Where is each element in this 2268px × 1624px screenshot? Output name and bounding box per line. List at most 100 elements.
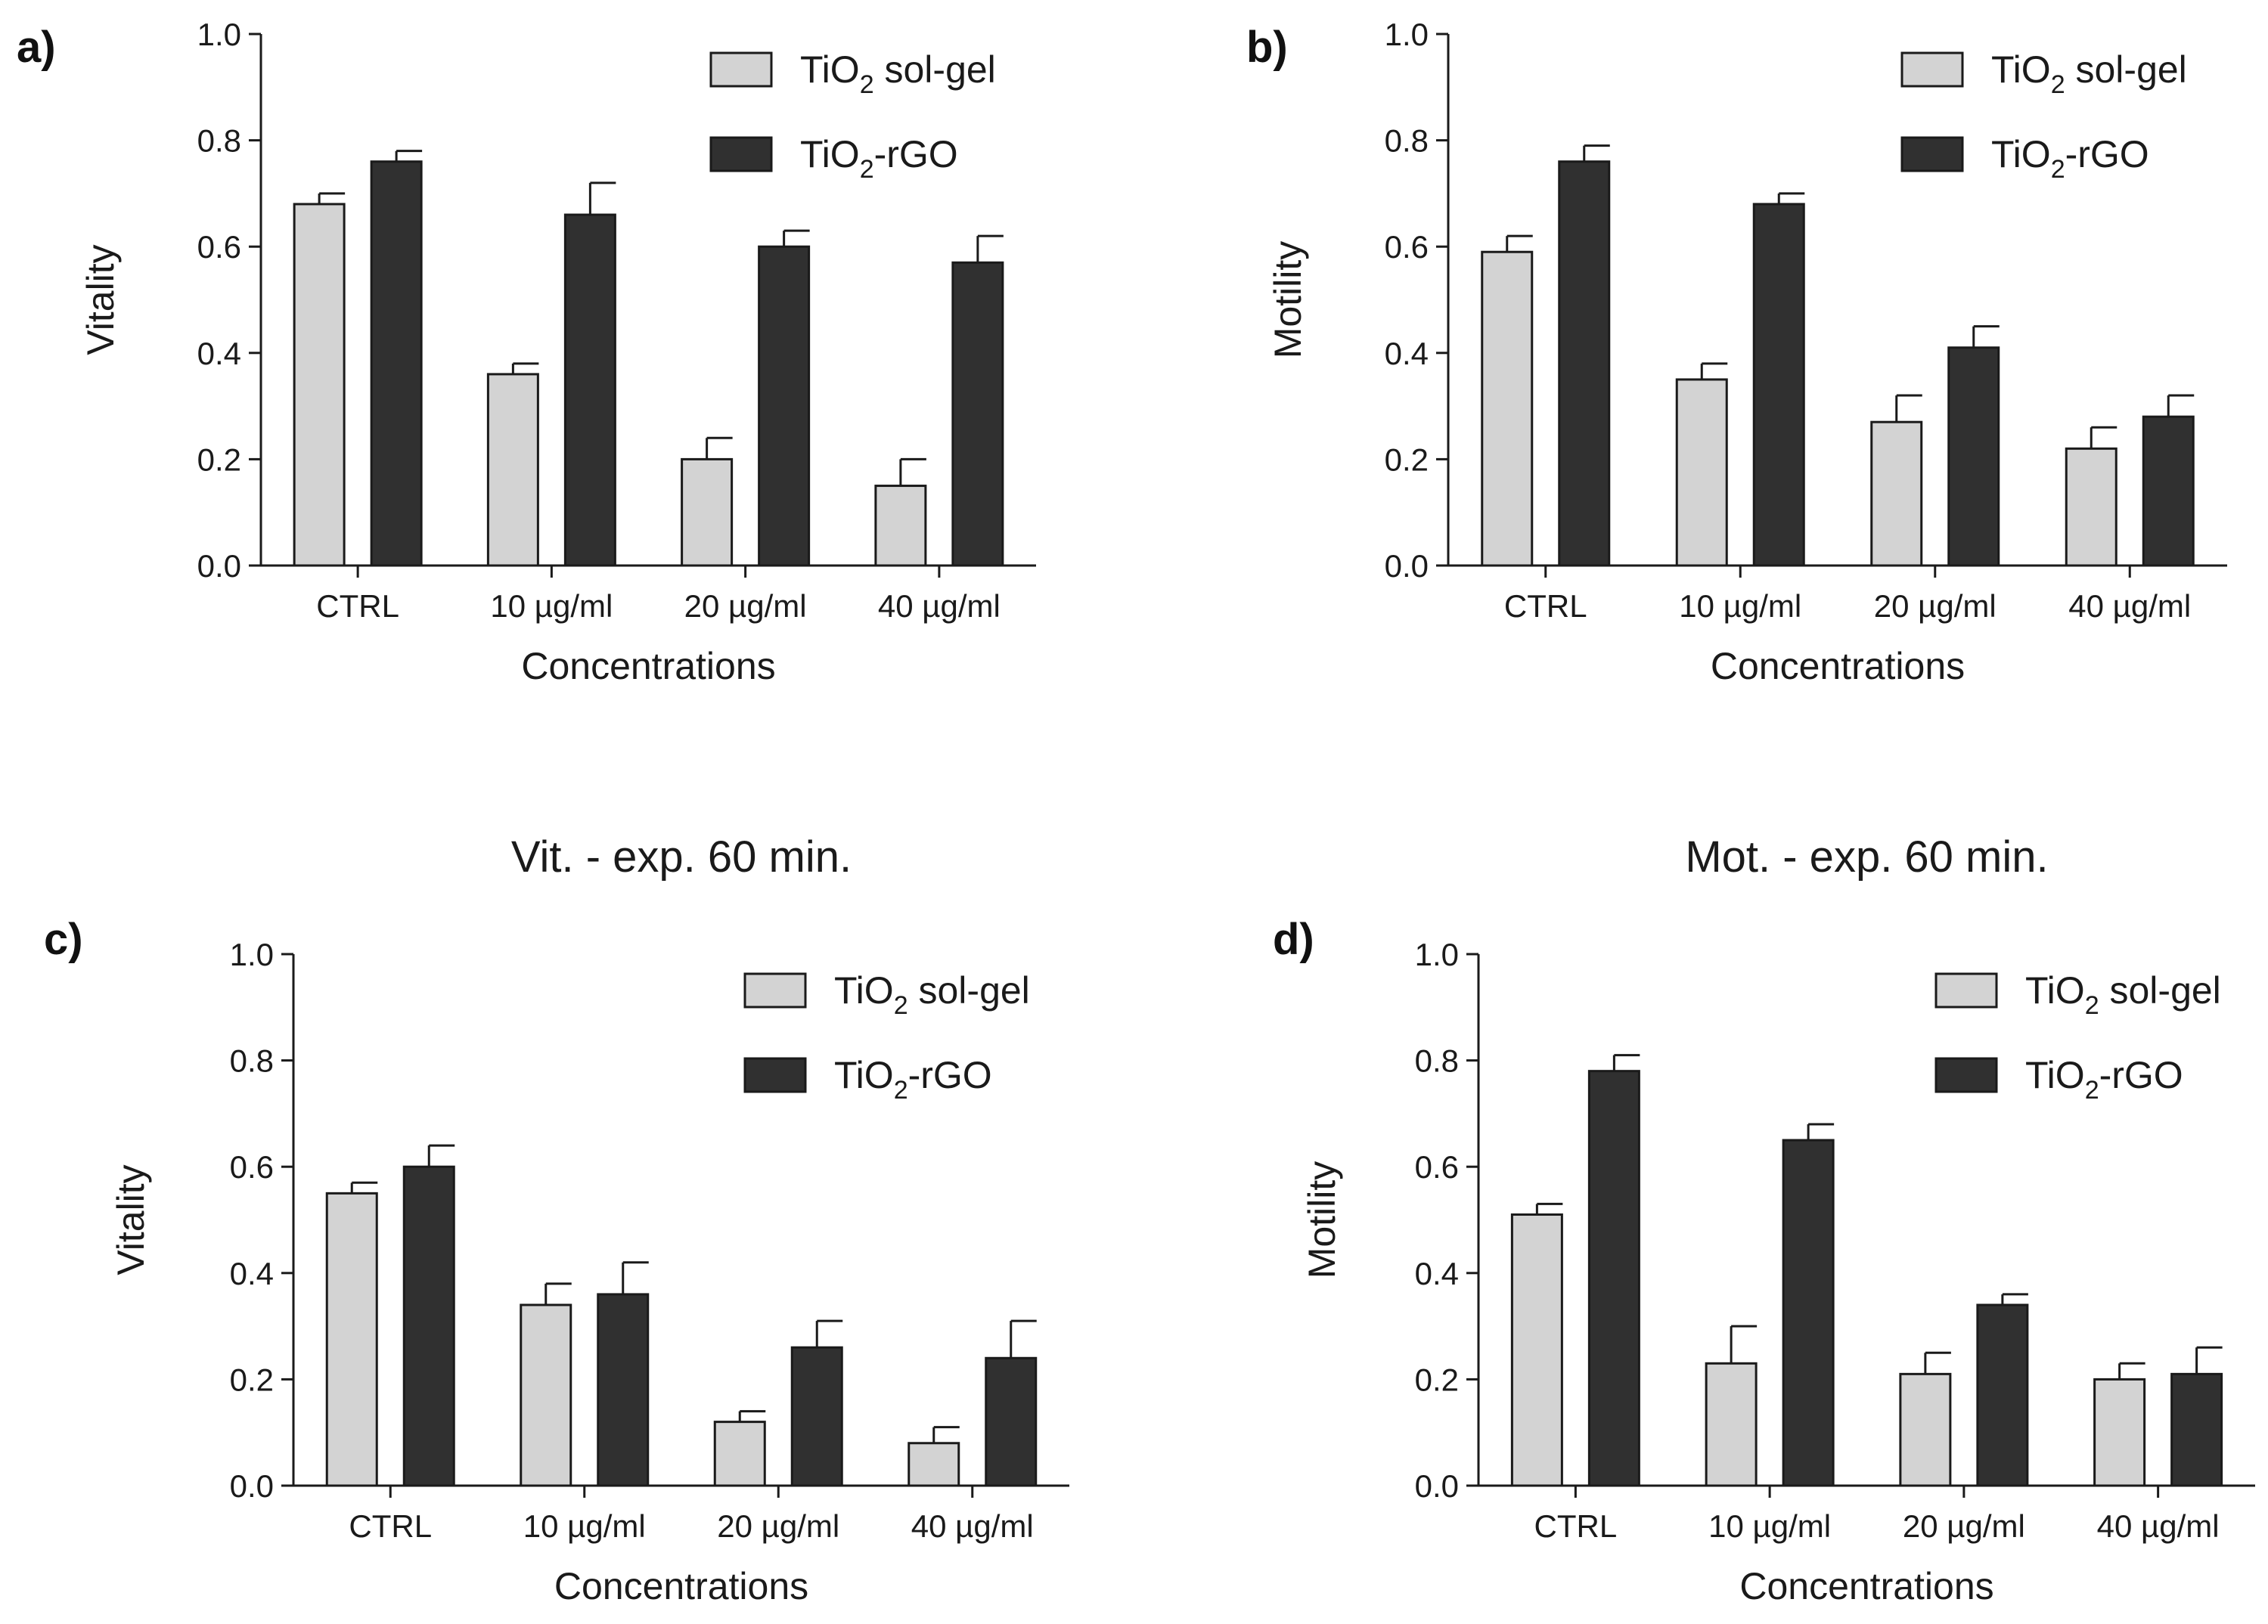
x-tick-label: 40 µg/ml xyxy=(2068,588,2191,624)
y-tick-label: 0.4 xyxy=(1415,1256,1459,1291)
chart-panel-3: c) Vit. - exp. 60 min. 0.0 0.2 0.4 0.6 0.8 1.0 V… xyxy=(44,832,1069,1607)
x-tick-label: CTRL xyxy=(1504,588,1587,624)
chart-panel-1: a) 0.0 0.2 0.4 0.6 0.8 1.0 Vitality CTRL 10 µg/ml… xyxy=(17,17,1036,687)
bar-tio2-rgo xyxy=(1782,1139,1835,1487)
bar-tio2-sol-gel xyxy=(681,457,734,567)
bar-tio2-rgo xyxy=(985,1356,1038,1487)
y-tick-label: 0.0 xyxy=(1385,548,1429,584)
panel-letter: d) xyxy=(1273,915,1314,964)
y-tick-label: 0.0 xyxy=(1415,1468,1459,1504)
bar-tio2-rgo xyxy=(758,245,811,567)
x-tick-label: 40 µg/ml xyxy=(878,588,1001,624)
x-tick-label: 40 µg/ml xyxy=(2097,1508,2220,1544)
bar-tio2-rgo xyxy=(1587,1070,1640,1487)
chart-panel-2: b) 0.0 0.2 0.4 0.6 0.8 1.0 Motility CTRL 10 µg/ml… xyxy=(1246,17,2227,687)
bar-tio2-sol-gel xyxy=(293,203,346,567)
bar-tio2-rgo xyxy=(1976,1303,2029,1487)
legend-label-tio2-rgo: TiO2-rGO xyxy=(834,1054,992,1105)
y-tick-label: 0.4 xyxy=(1385,336,1429,371)
legend-label-tio2-sol-gel: TiO2 sol-gel xyxy=(1991,48,2187,99)
x-tick-label: 20 µg/ml xyxy=(1874,588,1997,624)
y-tick-label: 0.8 xyxy=(1385,123,1429,159)
panel-letter: b) xyxy=(1246,23,1288,72)
legend-swatch-tio2-rgo xyxy=(709,136,773,172)
bar-tio2-rgo xyxy=(2142,415,2195,567)
bar-tio2-sol-gel xyxy=(713,1421,766,1487)
y-tick-label: 0.4 xyxy=(197,336,241,371)
y-axis-label: Vitality xyxy=(110,1164,152,1275)
y-tick-label: 0.8 xyxy=(197,123,241,159)
y-tick-label: 0.2 xyxy=(197,442,241,477)
y-tick-label: 0.6 xyxy=(1385,229,1429,265)
panel-letter: c) xyxy=(44,915,83,964)
y-tick-label: 0.6 xyxy=(230,1149,274,1185)
legend-label-tio2-rgo: TiO2-rGO xyxy=(2025,1054,2183,1105)
x-tick-label: 10 µg/ml xyxy=(490,588,613,624)
x-tick-label: 10 µg/ml xyxy=(1679,588,1801,624)
chart-panel-4: d) Mot. - exp. 60 min. 0.0 0.2 0.4 0.6 0.8 1.0 M… xyxy=(1273,832,2255,1607)
y-axis-label: Motility xyxy=(1301,1161,1343,1279)
x-axis-label: Concentrations xyxy=(1739,1565,1993,1607)
x-tick-label: CTRL xyxy=(316,588,399,624)
bar-tio2-sol-gel xyxy=(1510,1213,1563,1487)
x-tick-label: 40 µg/ml xyxy=(911,1508,1034,1544)
bar-tio2-rgo xyxy=(370,160,423,567)
y-tick-label: 0.8 xyxy=(230,1043,274,1079)
x-axis-label: Concentrations xyxy=(554,1565,808,1607)
x-axis-label: Concentrations xyxy=(1711,645,1965,687)
y-tick-label: 0.6 xyxy=(197,229,241,265)
bar-tio2-sol-gel xyxy=(1481,250,1534,567)
legend-swatch-tio2-rgo xyxy=(1934,1057,1998,1093)
legend: TiO2 sol-gel TiO2-rGO xyxy=(709,48,996,184)
bar-tio2-sol-gel xyxy=(1899,1372,1952,1487)
legend-label-tio2-rgo: TiO2-rGO xyxy=(800,133,958,184)
y-axis-label: Vitality xyxy=(79,244,122,355)
bar-tio2-sol-gel xyxy=(2065,447,2118,567)
bar-tio2-rgo xyxy=(951,261,1004,567)
x-tick-label: 10 µg/ml xyxy=(523,1508,646,1544)
legend: TiO2 sol-gel TiO2-rGO xyxy=(743,969,1030,1105)
legend-swatch-tio2-sol-gel xyxy=(1900,51,1964,88)
bar-tio2-sol-gel xyxy=(1870,420,1923,567)
bar-tio2-sol-gel xyxy=(486,373,539,567)
y-tick-label: 1.0 xyxy=(230,937,274,972)
x-tick-label: 20 µg/ml xyxy=(1903,1508,2025,1544)
bar-tio2-sol-gel xyxy=(874,485,927,567)
bar-tio2-sol-gel xyxy=(1675,378,1728,567)
legend-label-tio2-sol-gel: TiO2 sol-gel xyxy=(2025,969,2221,1020)
bar-tio2-rgo xyxy=(790,1346,843,1487)
x-axis-label: Concentrations xyxy=(521,645,775,687)
bar-tio2-rgo xyxy=(2170,1372,2223,1487)
bar-tio2-rgo xyxy=(1947,346,2000,567)
y-axis-label: Motility xyxy=(1267,241,1309,359)
y-tick-label: 0.2 xyxy=(1385,442,1429,477)
y-tick-label: 1.0 xyxy=(1385,17,1429,52)
bar-tio2-rgo xyxy=(597,1293,650,1487)
bar-tio2-sol-gel xyxy=(2093,1378,2146,1487)
chart-title: Mot. - exp. 60 min. xyxy=(1685,832,2048,882)
chart-title: Vit. - exp. 60 min. xyxy=(511,832,852,882)
y-tick-label: 0.2 xyxy=(230,1362,274,1397)
y-tick-label: 1.0 xyxy=(1415,937,1459,972)
bar-tio2-sol-gel xyxy=(325,1192,378,1487)
y-tick-label: 0.6 xyxy=(1415,1149,1459,1185)
x-tick-label: CTRL xyxy=(1534,1508,1618,1544)
x-tick-label: 10 µg/ml xyxy=(1708,1508,1831,1544)
bar-tio2-sol-gel xyxy=(520,1303,572,1487)
legend: TiO2 sol-gel TiO2-rGO xyxy=(1934,969,2221,1105)
legend-swatch-tio2-rgo xyxy=(743,1057,807,1093)
legend: TiO2 sol-gel TiO2-rGO xyxy=(1900,48,2187,184)
y-tick-label: 1.0 xyxy=(197,17,241,52)
bar-tio2-rgo xyxy=(563,213,616,567)
bar-tio2-rgo xyxy=(1752,203,1805,567)
y-tick-label: 0.8 xyxy=(1415,1043,1459,1079)
y-tick-label: 0.0 xyxy=(197,548,241,584)
legend-swatch-tio2-sol-gel xyxy=(1934,972,1998,1009)
y-tick-label: 0.4 xyxy=(230,1256,274,1291)
panel-letter: a) xyxy=(17,23,56,72)
legend-label-tio2-rgo: TiO2-rGO xyxy=(1991,133,2149,184)
x-tick-label: 20 µg/ml xyxy=(684,588,807,624)
legend-swatch-tio2-rgo xyxy=(1900,136,1964,172)
legend-swatch-tio2-sol-gel xyxy=(743,972,807,1009)
